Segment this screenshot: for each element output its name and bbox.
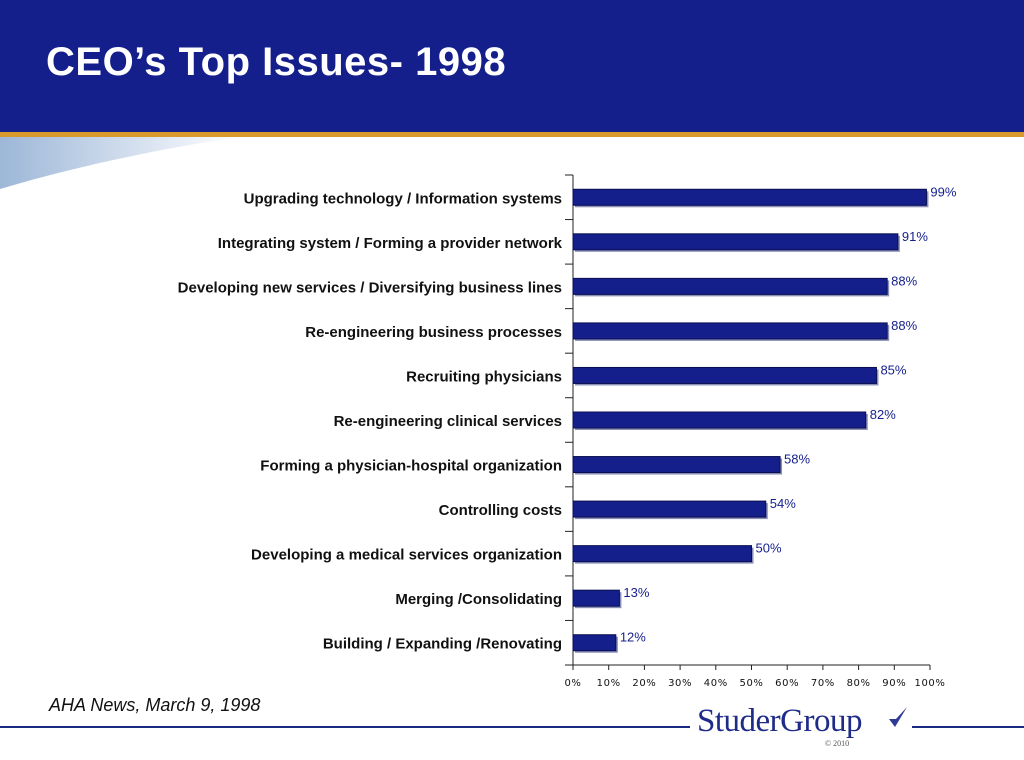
x-tick-label: 20% [632, 678, 656, 689]
data-label: 99% [930, 184, 956, 199]
bar [572, 277, 888, 295]
category-label: Developing new services / Diversifying b… [178, 279, 562, 296]
category-label: Merging /Consolidating [395, 591, 562, 608]
category-label: Building / Expanding /Renovating [323, 636, 562, 653]
x-tick-label: 50% [739, 678, 763, 689]
category-label: Controlling costs [439, 502, 562, 519]
header-band: CEO’s Top Issues- 1998 [0, 0, 1024, 132]
page-title: CEO’s Top Issues- 1998 [46, 40, 507, 84]
bar [572, 233, 899, 251]
category-label: Re-engineering clinical services [334, 413, 562, 430]
data-label: 88% [891, 273, 917, 288]
x-tick-label: 80% [847, 678, 871, 689]
x-tick-label: 70% [811, 678, 835, 689]
data-label: 91% [902, 229, 928, 244]
bar [572, 411, 867, 429]
data-label: 13% [623, 585, 649, 600]
logo-wordmark: StuderGroup [697, 703, 862, 739]
studer-group-logo: StuderGroup © 2010 [697, 703, 912, 749]
x-tick-label: 40% [704, 678, 728, 689]
bar [572, 456, 781, 474]
x-tick-label: 100% [915, 678, 946, 689]
category-label: Developing a medical services organizati… [251, 547, 562, 564]
x-tick-label: 60% [775, 678, 799, 689]
data-label: 50% [756, 541, 782, 556]
data-label: 85% [880, 362, 906, 377]
category-label: Recruiting physicians [406, 368, 562, 385]
data-label: 58% [784, 452, 810, 467]
bar [572, 500, 767, 518]
bar [572, 545, 752, 563]
header-swoosh-decoration [0, 137, 240, 189]
data-label: 12% [620, 630, 646, 645]
bar [572, 589, 620, 607]
x-tick-label: 30% [668, 678, 692, 689]
bar [572, 366, 877, 384]
data-label: 88% [891, 318, 917, 333]
x-tick-label: 0% [564, 678, 581, 689]
bar [572, 188, 927, 206]
x-tick-label: 90% [882, 678, 906, 689]
bar-chart: 0% 10% 20% 30% 40% 50% 60% 70% 80% 90% 100% Upgradi… [178, 174, 957, 689]
logo-copyright: © 2010 [825, 739, 850, 748]
bar [572, 322, 888, 340]
footer-rule-left [0, 726, 690, 728]
data-label: 82% [870, 407, 896, 422]
x-tick-label: 10% [597, 678, 621, 689]
bar [572, 634, 617, 652]
accent-rule [0, 132, 1024, 137]
category-label: Integrating system / Forming a provider … [218, 235, 563, 252]
footer-rule-right [912, 726, 1024, 728]
source-note: AHA News, March 9, 1998 [49, 695, 261, 715]
category-label: Forming a physician-hospital organizatio… [260, 458, 562, 475]
logo-check-icon [889, 707, 907, 727]
category-label: Upgrading technology / Information syste… [244, 190, 562, 207]
data-label: 54% [770, 496, 796, 511]
category-label: Re-engineering business processes [305, 324, 562, 341]
